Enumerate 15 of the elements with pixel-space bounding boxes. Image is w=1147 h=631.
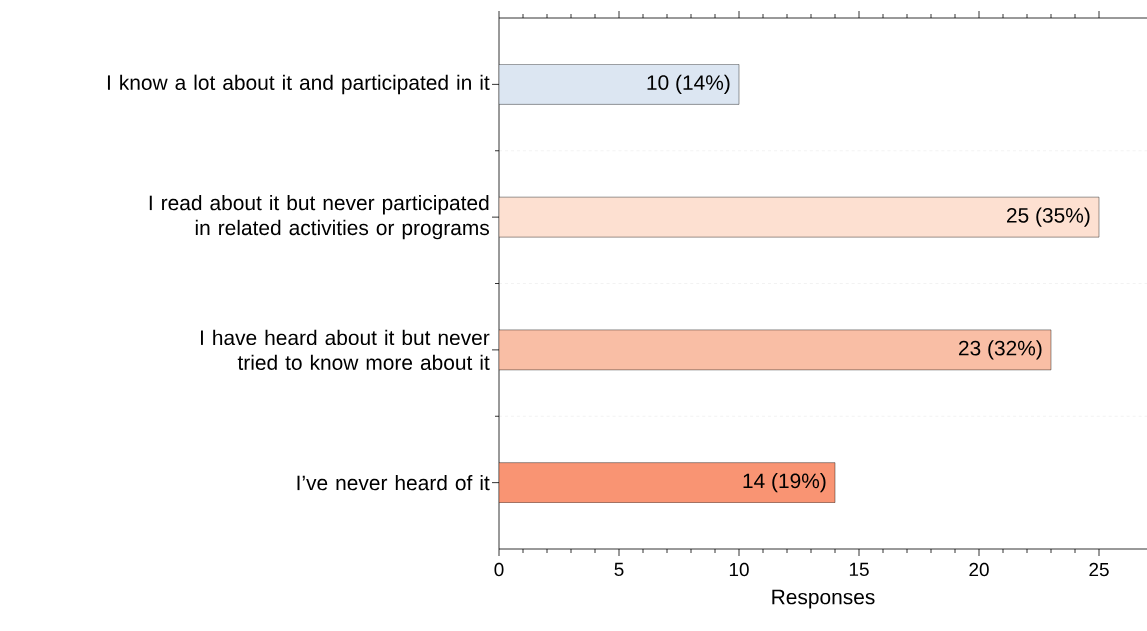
x-tick-label: 20: [969, 562, 989, 577]
x-tick-label: 0: [494, 562, 504, 577]
data-label: 14 (19%): [743, 472, 826, 493]
x-tick-label: 5: [614, 562, 624, 577]
x-tick-label: 25: [1089, 562, 1109, 577]
y-tick-label: I read about it but never participated in related activities or programs: [149, 194, 489, 240]
data-label: 10 (14%): [647, 74, 730, 95]
x-tick-label: 15: [849, 562, 869, 577]
x-axis-title: Responses: [772, 589, 875, 609]
x-tick-label: 10: [729, 562, 749, 577]
y-tick-label: I have heard about it but never tried to know more about it: [200, 329, 490, 371]
y-tick-label: I know a lot about it and participated in it: [107, 74, 490, 95]
y-tick-label: I’ve never heard of it: [297, 474, 490, 491]
data-label: 25 (35%): [1006, 207, 1090, 227]
data-label: 23 (32%): [958, 340, 1042, 360]
